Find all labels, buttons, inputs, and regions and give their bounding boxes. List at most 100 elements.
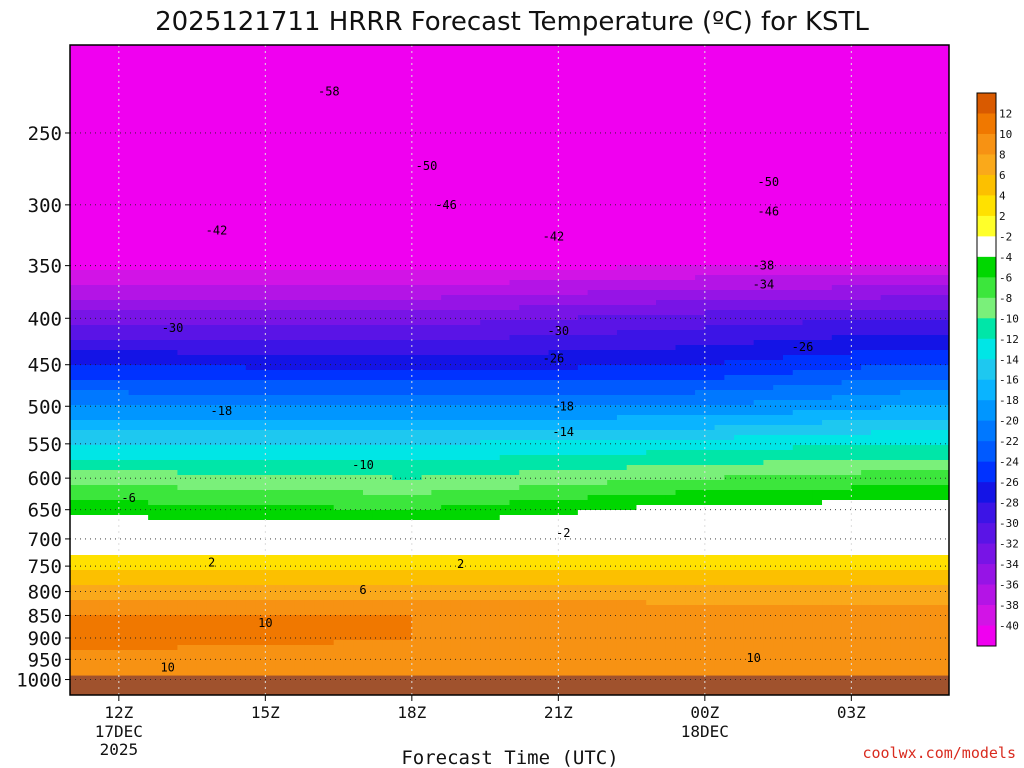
colorbar-swatch-25: [977, 605, 996, 626]
contour-label-23: 10: [160, 661, 174, 675]
colorbar-swatch-13: [977, 359, 996, 381]
contour-label-12: -26: [792, 340, 814, 354]
contour-label-7: -38: [753, 259, 775, 273]
temperature-field: [70, 45, 949, 695]
y-tick-label-700: 700: [28, 529, 62, 551]
y-tick-label-950: 950: [28, 649, 62, 671]
contour-label-17: -6: [121, 491, 135, 505]
colorbar-label-12: 12: [999, 107, 1012, 120]
colorbar-swatch-7: [977, 236, 996, 258]
plot-frame: [69, 44, 950, 696]
y-tick-label-650: 650: [28, 500, 62, 522]
x-tick-label-00Z: 00Z: [690, 703, 719, 722]
contour-label-10: -30: [547, 324, 569, 338]
colorbar-swatch-8: [977, 256, 996, 278]
contour-label-24: 10: [746, 651, 760, 665]
colorbar-swatch-24: [977, 584, 996, 606]
colorbar-frame: [976, 92, 997, 647]
below-ground-band: [70, 675, 949, 695]
contour-label-18: -2: [556, 526, 570, 540]
colorbar-label--38: -38: [999, 599, 1019, 612]
colorbar-swatch-2: [977, 133, 996, 155]
contour-labels: -58-50-50-46 -46-42 -42-38-34-30 -30-26-26-…: [121, 84, 813, 674]
contour-label-9: -30: [162, 321, 184, 335]
colorbar-swatch-9: [977, 277, 996, 299]
colorbar-label-8: 8: [999, 148, 1006, 161]
colorbar-swatch-5: [977, 195, 996, 217]
colorbar-label-2: 2: [999, 210, 1006, 223]
x-tick-sublabel-17DEC: 17DEC: [95, 722, 143, 741]
colorbar-label--20: -20: [999, 415, 1019, 428]
x-tick-label-12Z: 12Z: [104, 703, 133, 722]
colorbar-label--24: -24: [999, 456, 1019, 469]
colorbar-label--12: -12: [999, 333, 1019, 346]
y-tick-label-800: 800: [28, 582, 62, 604]
contour-label-1: -50: [416, 159, 438, 173]
contour-label-11: -26: [543, 352, 565, 366]
colorbar-swatch-18: [977, 461, 996, 483]
colorbar-swatch-3: [977, 154, 996, 176]
contour-label-22: 10: [258, 616, 272, 630]
colorbar: 12 10 8 6 4 2 -2 -4 -6 -8 -10 -12 -14 -16 -18 -20 -22 -24…: [976, 92, 1019, 647]
plot-area: -58-50-50-46 -46-42 -42-38-34-30 -30-26-26-…: [70, 45, 949, 695]
x-tick-label-15Z: 15Z: [251, 703, 280, 722]
y-tick-label-600: 600: [28, 468, 62, 490]
colorbar-swatch-12: [977, 338, 996, 360]
colorbar-swatch-14: [977, 379, 996, 401]
colorbar-label--10: -10: [999, 312, 1019, 325]
colorbar-swatch-21: [977, 523, 996, 544]
y-tick-label-400: 400: [28, 308, 62, 330]
colorbar-swatch-23: [977, 564, 996, 585]
colorbar-swatch-26: [977, 625, 996, 647]
colorbar-label--22: -22: [999, 435, 1019, 448]
contour-label-4: -46: [757, 204, 779, 218]
contour-label-5: -42: [206, 223, 228, 237]
colorbar-label-10: 10: [999, 128, 1012, 141]
x-tick-sublabel-18DEC: 18DEC: [681, 722, 729, 741]
contour-label-2: -50: [757, 175, 779, 189]
contour-label-21: 6: [359, 583, 366, 597]
colorbar-label--36: -36: [999, 579, 1019, 592]
colorbar-swatch-19: [977, 482, 996, 504]
y-tick-label-250: 250: [28, 123, 62, 145]
colorbar-label--34: -34: [999, 558, 1019, 571]
chart-title: 2025121711 HRRR Forecast Temperature (ºC…: [155, 7, 869, 37]
colorbar-swatch-16: [977, 420, 996, 442]
x-tick-label-18Z: 18Z: [397, 703, 426, 722]
x-tick-label-03Z: 03Z: [837, 703, 866, 722]
contour-label-13: -18: [211, 404, 233, 418]
colorbar-swatch-1: [977, 113, 996, 135]
contour-label-3: -46: [435, 198, 457, 212]
contour-label-15: -14: [552, 425, 574, 439]
colorbar-label--8: -8: [999, 292, 1012, 305]
y-tick-label-500: 500: [28, 396, 62, 418]
colorbar-swatch-4: [977, 174, 996, 196]
y-tick-label-550: 550: [28, 434, 62, 456]
colorbar-label--28: -28: [999, 497, 1019, 510]
colorbar-label-4: 4: [999, 189, 1006, 202]
x-tick-label-21Z: 21Z: [544, 703, 573, 722]
colorbar-label--26: -26: [999, 476, 1019, 489]
colorbar-swatch-20: [977, 502, 996, 524]
y-tick-label-850: 850: [28, 605, 62, 627]
colorbar-label--6: -6: [999, 271, 1012, 284]
colorbar-swatch-6: [977, 215, 996, 237]
contour-label-19: 2: [208, 555, 215, 569]
contour-label-20: 2: [457, 557, 464, 571]
colorbar-label--14: -14: [999, 353, 1019, 366]
colorbar-swatch-0: [977, 93, 996, 114]
colorbar-label--4: -4: [999, 251, 1013, 264]
colorbar-label--18: -18: [999, 394, 1019, 407]
colorbar-label--30: -30: [999, 517, 1019, 530]
colorbar-swatch-17: [977, 441, 996, 463]
contour-label-0: -58: [318, 84, 340, 98]
colorbar-label--32: -32: [999, 538, 1019, 551]
y-tick-label-350: 350: [28, 256, 62, 278]
contour-label-6: -42: [543, 229, 565, 243]
y-tick-label-900: 900: [28, 628, 62, 650]
colorbar-swatch-10: [977, 297, 996, 319]
colorbar-swatch-15: [977, 400, 996, 422]
y-tick-label-1000: 1000: [16, 670, 62, 692]
